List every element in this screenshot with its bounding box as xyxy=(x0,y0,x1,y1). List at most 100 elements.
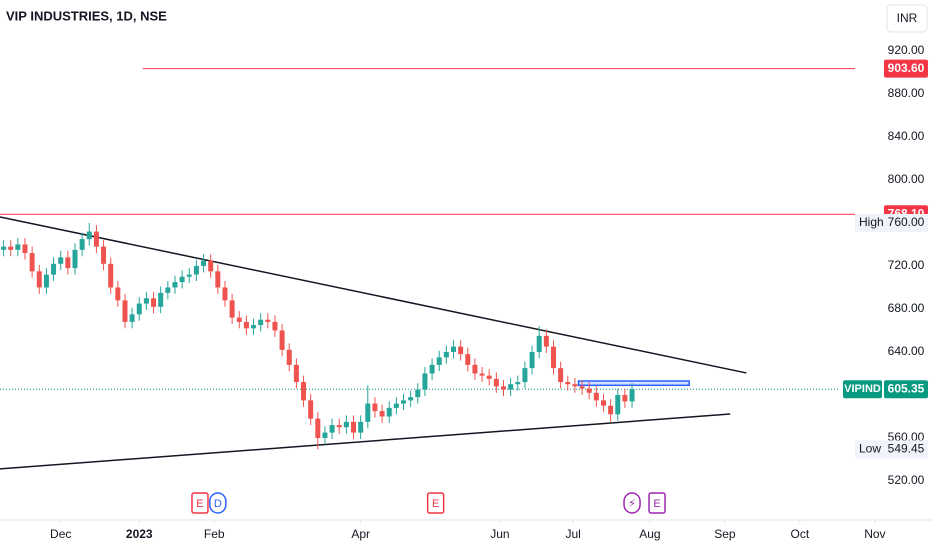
candle-body xyxy=(158,292,164,307)
currency-label[interactable]: INR xyxy=(897,11,918,25)
candle-body xyxy=(115,287,121,301)
candle-body xyxy=(458,346,464,355)
candle-body xyxy=(343,421,349,428)
candle-body xyxy=(251,325,257,329)
candle-body xyxy=(101,246,107,264)
candle-body xyxy=(165,287,171,293)
candle-body xyxy=(329,425,335,433)
candle-body xyxy=(358,421,364,433)
candle-body xyxy=(422,373,428,390)
candle-body xyxy=(543,335,549,347)
candle-body xyxy=(72,249,78,269)
event-label[interactable]: ⚡ xyxy=(628,498,636,510)
candle-body xyxy=(608,405,614,415)
candle-body xyxy=(515,382,521,385)
currency-button[interactable] xyxy=(886,4,928,33)
trendline xyxy=(0,216,747,374)
candle-body xyxy=(550,346,556,369)
candle-body xyxy=(265,319,271,322)
chart-title: VIP INDUSTRIES, 1D, NSE xyxy=(6,8,167,23)
candle-body xyxy=(372,403,378,412)
y-tick-label: 840.00 xyxy=(888,129,925,143)
candle-body xyxy=(415,389,421,398)
candle-body xyxy=(236,317,242,322)
y-tick-label: 880.00 xyxy=(888,86,925,100)
candle-body xyxy=(436,357,442,365)
candle-body xyxy=(486,375,492,379)
candle-body xyxy=(36,271,42,288)
rectangle-drawing xyxy=(577,380,690,387)
candle-body xyxy=(51,263,57,275)
candle-body xyxy=(500,386,506,390)
x-tick-label: Jul xyxy=(565,527,580,541)
candle-body xyxy=(472,364,478,374)
candle-body xyxy=(65,257,71,269)
y-tick-label: 680.00 xyxy=(888,301,925,315)
candle-body xyxy=(286,349,292,365)
candle-body xyxy=(222,287,228,301)
event-icon[interactable] xyxy=(426,492,445,514)
marker-value: 760.00 xyxy=(888,215,925,229)
candle-body xyxy=(1,246,7,250)
candle-body xyxy=(172,282,178,288)
candle-body xyxy=(572,384,578,387)
candle-body xyxy=(386,407,392,417)
candle-body xyxy=(600,400,606,406)
x-tick-label: Dec xyxy=(50,527,71,541)
event-label[interactable]: E xyxy=(196,498,203,510)
marker-box xyxy=(855,213,928,232)
candle-body xyxy=(536,335,542,352)
candle-body xyxy=(258,319,264,326)
candle-body xyxy=(336,425,342,428)
candle-body xyxy=(529,351,535,369)
x-tick-label: Sep xyxy=(714,527,736,541)
candle-body xyxy=(465,354,471,365)
candle-body xyxy=(351,421,357,433)
candle-body xyxy=(201,260,207,266)
event-icon[interactable] xyxy=(623,492,641,514)
candle-body xyxy=(193,265,199,275)
y-tick-label: 520.00 xyxy=(888,473,925,487)
candle-body xyxy=(629,389,635,402)
x-tick-label: Nov xyxy=(864,527,885,541)
event-icon[interactable] xyxy=(648,492,666,514)
candle-body xyxy=(136,303,142,315)
candle-body xyxy=(143,298,149,304)
x-tick-label: Aug xyxy=(639,527,660,541)
event-icon[interactable] xyxy=(209,492,227,514)
candle-body xyxy=(122,300,128,322)
candle-body xyxy=(451,346,457,352)
symbol-box xyxy=(843,380,882,399)
candle-body xyxy=(408,397,414,401)
candle-body xyxy=(558,368,564,383)
candle-body xyxy=(79,239,85,250)
candle-body xyxy=(401,400,407,404)
candle-body xyxy=(593,392,599,401)
x-tick-label: Oct xyxy=(791,527,810,541)
candle-body xyxy=(579,386,585,389)
event-label[interactable]: D xyxy=(214,498,222,510)
candle-body xyxy=(293,364,299,383)
candle-body xyxy=(93,231,99,247)
candle-body xyxy=(279,330,285,350)
marker-value: 549.45 xyxy=(888,441,925,455)
event-label[interactable]: E xyxy=(653,498,660,510)
marker-box xyxy=(855,440,928,459)
price-label: 605.35 xyxy=(888,381,925,395)
candle-body xyxy=(379,411,385,417)
y-tick-label: 640.00 xyxy=(888,344,925,358)
event-label[interactable]: E xyxy=(432,498,439,510)
y-tick-label: 800.00 xyxy=(888,172,925,186)
trendline xyxy=(0,413,731,470)
candle-body xyxy=(129,314,135,322)
candle-body xyxy=(208,260,214,272)
candle-body xyxy=(429,364,435,374)
candle-body xyxy=(586,388,592,393)
event-icon[interactable] xyxy=(191,492,209,514)
candle-body xyxy=(622,394,628,402)
x-tick-label: Apr xyxy=(351,527,370,541)
price-box xyxy=(884,380,928,399)
candle-body xyxy=(43,274,49,288)
candle-body xyxy=(58,257,64,264)
